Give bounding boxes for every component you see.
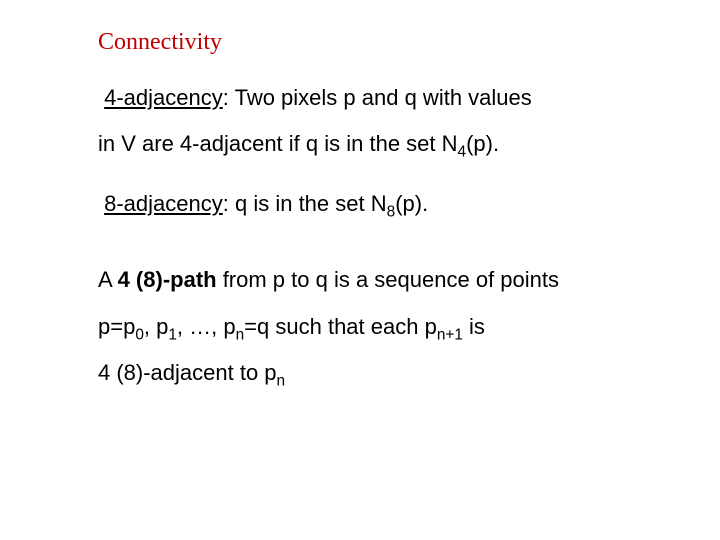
line-4-rest: from p to q is a sequence of points xyxy=(217,267,559,292)
line-3-rest: : q is in the set N xyxy=(223,191,387,216)
l5sn1: n+1 xyxy=(437,326,463,343)
line-3: 8-adjacency: q is in the set N8(p). xyxy=(98,181,660,227)
l5s1: 1 xyxy=(168,326,177,343)
line-2-sub: 4 xyxy=(458,143,467,160)
line-2-main: in V are 4-adjacent if q is in the set N xyxy=(98,131,458,156)
l5sn: n xyxy=(236,326,245,343)
l5s0: 0 xyxy=(135,326,144,343)
line-2-tail: (p). xyxy=(466,131,499,156)
line-1-rest: : Two pixels p and q with values xyxy=(223,85,532,110)
line-4: A 4 (8)-path from p to q is a sequence o… xyxy=(98,257,660,303)
line-5: p=p0, p1, …, pn=q such that each pn+1 is xyxy=(98,304,660,350)
l5d: =q such that each p xyxy=(244,314,437,339)
line-6: 4 (8)-adjacent to pn xyxy=(98,350,660,396)
line-3-tail: (p). xyxy=(395,191,428,216)
l5c: , …, p xyxy=(177,314,236,339)
term-path: 4 (8)-path xyxy=(118,267,217,292)
line-4-pre: A xyxy=(98,267,118,292)
l5e: is xyxy=(463,314,485,339)
l6sub: n xyxy=(277,372,286,389)
term-8-adjacency: 8-adjacency xyxy=(104,191,223,216)
l5a: p=p xyxy=(98,314,135,339)
line-1: 4-adjacency: Two pixels p and q with val… xyxy=(98,75,660,121)
l5b: , p xyxy=(144,314,168,339)
l6a: 4 (8)-adjacent to p xyxy=(98,360,277,385)
line-3-sub: 8 xyxy=(387,204,396,221)
slide: Connectivity 4-adjacency: Two pixels p a… xyxy=(0,0,720,540)
slide-body: 4-adjacency: Two pixels p and q with val… xyxy=(98,75,720,396)
line-2: in V are 4-adjacent if q is in the set N… xyxy=(98,121,660,167)
slide-title: Connectivity xyxy=(98,28,720,57)
term-4-adjacency: 4-adjacency xyxy=(104,85,223,110)
